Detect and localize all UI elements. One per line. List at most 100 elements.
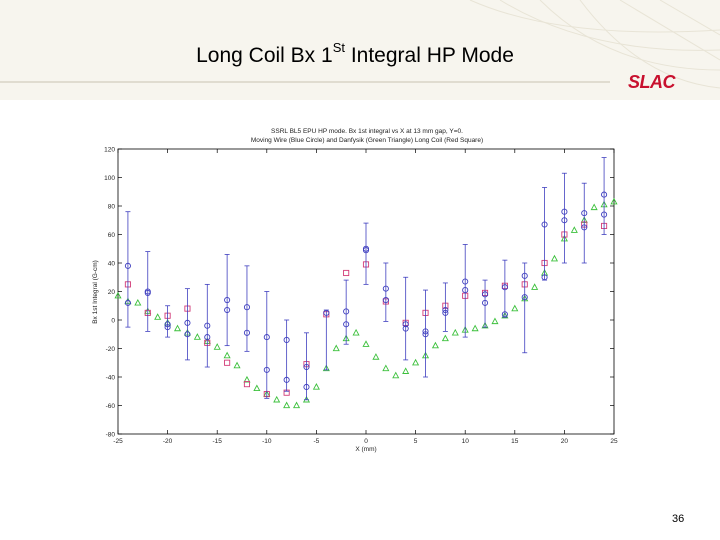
axes: -25 -20 -15 -10 -5 0 5 10 15 20 25 -80 -60 -40 -20 0 20 4…: [104, 146, 618, 445]
x-tick-label: 25: [610, 438, 618, 445]
data-point-triangle: [332, 344, 340, 352]
data-point-circle: [184, 319, 191, 326]
slac-logo: SLAC: [628, 72, 676, 92]
data-point-square: [224, 359, 231, 366]
data-point-triangle: [412, 358, 420, 366]
y-tick-label: 80: [108, 203, 116, 210]
data-point-circle: [462, 287, 469, 294]
y-tick-label: -60: [106, 403, 116, 410]
chart-title-line2: Moving Wire (Blue Circle) and Danfysik (…: [251, 137, 483, 144]
data-point-triangle: [293, 401, 301, 409]
data-point-circle: [184, 331, 191, 338]
data-point-triangle: [283, 401, 291, 409]
page-number: 36: [672, 513, 685, 525]
y-axis-label: Bx 1st Integral (G-cm): [92, 260, 99, 324]
data-point-triangle: [550, 254, 559, 262]
data-point-circle: [124, 299, 131, 306]
data-point-circle: [481, 299, 489, 306]
data-point-circle: [581, 210, 588, 217]
header-band: Long Coil Bx 1St Integral HP Mode SLAC: [0, 0, 720, 100]
data-point-circle: [343, 321, 350, 328]
data-point-circle: [243, 329, 251, 336]
y-tick-label: 40: [108, 260, 116, 267]
data-point-circle: [124, 262, 131, 269]
data-point-triangle: [352, 328, 360, 336]
data-point-circle: [343, 308, 350, 315]
data-point-triangle: [511, 304, 519, 312]
data-point-triangle: [501, 311, 509, 319]
data-point-circle: [323, 309, 330, 316]
data-point-circle: [581, 224, 588, 231]
x-tick-label: -5: [314, 438, 320, 445]
data-point-circle: [601, 211, 608, 218]
data-point-triangle: [382, 364, 390, 372]
data-point-circle: [283, 336, 290, 343]
data-point-triangle: [273, 395, 281, 403]
x-tick-label: 5: [414, 438, 418, 445]
data-point-circle: [601, 191, 608, 198]
slide-title: Long Coil Bx 1St Integral HP Mode: [0, 40, 710, 68]
data-point-circle: [283, 376, 290, 383]
x-tick-label: 15: [511, 438, 519, 445]
data-point-circle: [362, 247, 370, 254]
data-point-circle: [303, 383, 310, 391]
data-point-circle: [462, 278, 469, 285]
data-point-triangle: [570, 226, 578, 233]
data-point-circle: [303, 363, 310, 371]
data-point-triangle: [531, 283, 539, 290]
data-point-triangle: [243, 375, 251, 383]
data-point-triangle: [233, 361, 241, 369]
data-point-circle: [521, 272, 528, 279]
y-tick-label: 100: [104, 175, 115, 182]
y-tick-label: 20: [108, 289, 116, 296]
data-marks: [114, 157, 618, 409]
x-tick-label: -20: [163, 438, 173, 445]
slide-title-main: Long Coil Bx 1: [196, 44, 333, 67]
data-point-triangle: [134, 298, 142, 306]
data-point-triangle: [114, 291, 122, 299]
plot-area: [117, 148, 615, 435]
data-point-circle: [204, 334, 211, 341]
data-point-circle: [422, 328, 429, 335]
x-tick-label: 10: [462, 438, 470, 445]
x-tick-label: 20: [561, 438, 569, 445]
data-point-circle: [224, 306, 231, 314]
data-point-triangle: [590, 203, 598, 211]
data-point-circle: [224, 296, 231, 304]
y-tick-label: -80: [106, 431, 116, 438]
data-point-circle: [442, 309, 449, 316]
chart-title-line1: SSRL BL5 EPU HP mode. Bx 1st integral vs…: [271, 128, 463, 135]
data-point-square: [243, 381, 251, 388]
data-point-circle: [382, 285, 389, 292]
data-point-circle: [501, 284, 508, 291]
data-point-triangle: [392, 371, 400, 379]
data-point-circle: [243, 304, 251, 311]
data-point-circle: [442, 306, 449, 314]
data-point-triangle: [441, 334, 449, 342]
data-point-triangle: [610, 197, 618, 205]
y-tick-label: -40: [106, 374, 116, 381]
data-point-triangle: [312, 383, 320, 390]
data-point-triangle: [223, 351, 231, 359]
data-point-circle: [561, 217, 568, 224]
x-tick-label: 0: [364, 438, 368, 445]
data-point-circle: [164, 324, 171, 331]
data-point-circle: [263, 334, 270, 341]
data-point-circle: [402, 325, 409, 332]
data-point-triangle: [362, 340, 370, 347]
data-point-circle: [481, 291, 489, 298]
data-point-triangle: [253, 384, 261, 392]
data-point-triangle: [431, 341, 439, 349]
data-point-triangle: [481, 321, 489, 329]
x-axis-label: X (mm): [355, 446, 376, 453]
x-tick-label: -25: [113, 438, 123, 445]
y-tick-label: -20: [106, 346, 116, 353]
data-point-triangle: [173, 324, 182, 332]
y-tick-label: 0: [111, 317, 115, 324]
data-point-square: [343, 269, 350, 277]
data-point-circle: [541, 274, 548, 281]
data-point-triangle: [402, 367, 410, 374]
data-point-circle: [402, 321, 409, 328]
series-circle: [124, 157, 608, 401]
x-tick-label: -10: [262, 438, 272, 445]
